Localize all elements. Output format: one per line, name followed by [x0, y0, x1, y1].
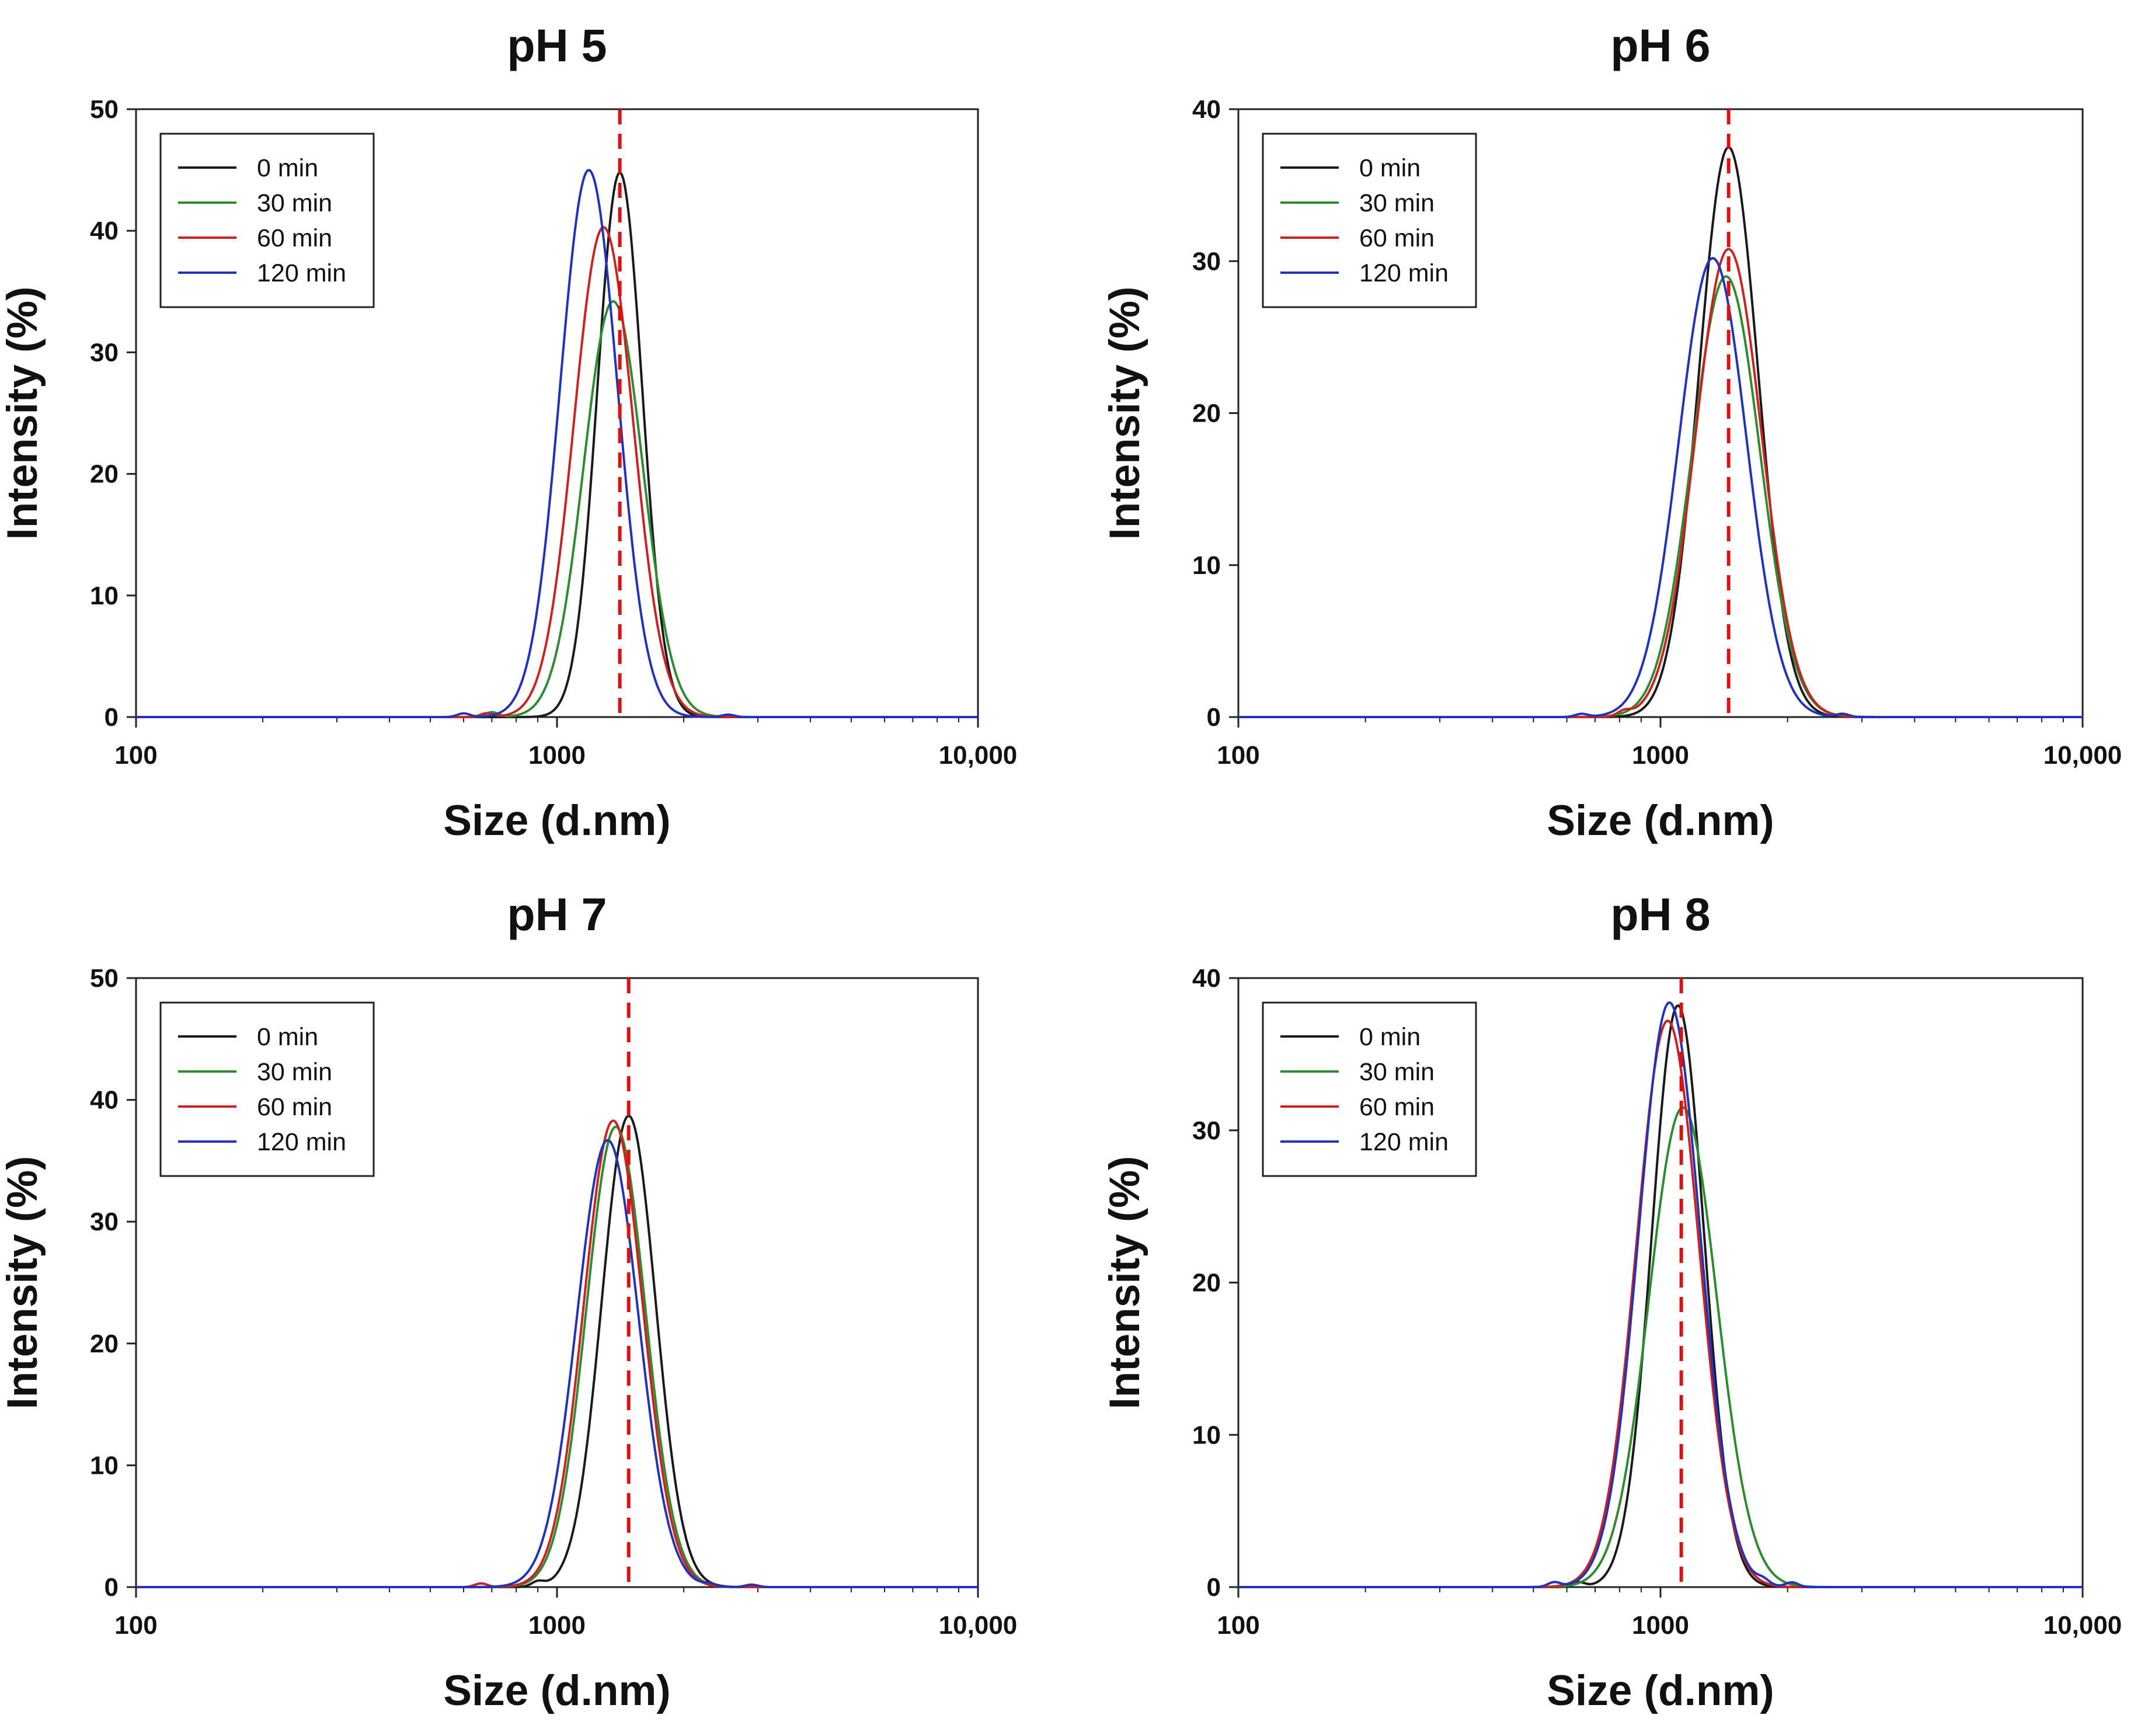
chart-2-x-tick-label: 1000	[1632, 741, 1689, 770]
chart-1-legend-label: 120 min	[257, 259, 346, 287]
chart-1-y-tick-label: 40	[90, 217, 119, 245]
chart-3-y-tick-label: 30	[90, 1208, 119, 1236]
chart-2-legend-label: 30 min	[1359, 189, 1435, 217]
chart-3-x-axis-title: Size (d.nm)	[443, 1667, 670, 1714]
chart-2-x-tick-label: 10,000	[2044, 741, 2122, 770]
chart-1-x-tick-label: 100	[114, 741, 157, 770]
chart-2-y-tick-label: 10	[1192, 551, 1221, 580]
chart-3-legend-label: 30 min	[257, 1058, 332, 1086]
chart-2-x-axis-title: Size (d.nm)	[1547, 797, 1774, 844]
chart-4: pH 8 0 10 20 30 40 100 1000 10,000 Size (d.nm) Int…	[1101, 888, 2122, 1714]
chart-3-series-line-30-min	[136, 1125, 978, 1588]
chart-3-y-tick-label: 50	[90, 964, 119, 993]
chart-3-y-tick-label: 0	[105, 1573, 119, 1602]
chart-3-y-tick-label: 20	[90, 1330, 119, 1358]
chart-1-legend	[159, 133, 375, 308]
chart-2-x-tick-label: 100	[1217, 741, 1259, 770]
chart-1-legend-label: 30 min	[257, 189, 332, 217]
chart-3-x-tick-label: 1000	[528, 1611, 586, 1640]
chart-4-y-tick-label: 0	[1207, 1573, 1221, 1602]
chart-4-legend-label: 30 min	[1359, 1058, 1435, 1086]
chart-3-series-line-60-min	[136, 1119, 978, 1588]
chart-2-y-tick-label: 20	[1192, 399, 1221, 428]
chart-3-x-tick-label: 100	[114, 1611, 157, 1640]
chart-2-y-axis-title: Intensity (%)	[1101, 287, 1148, 540]
chart-4-y-tick-label: 40	[1192, 964, 1221, 993]
chart-1-y-tick-label: 30	[90, 338, 119, 367]
chart-4-title: pH 8	[1610, 888, 1710, 940]
chart-2-legend-label: 60 min	[1359, 224, 1435, 252]
chart-4-y-tick-label: 10	[1192, 1421, 1221, 1449]
chart-4-y-axis-title: Intensity (%)	[1101, 1156, 1148, 1410]
chart-4-x-axis-title: Size (d.nm)	[1547, 1667, 1774, 1714]
chart-2-legend	[1262, 133, 1477, 308]
chart-2-legend-label: 120 min	[1359, 259, 1449, 287]
chart-4-series-line-120-min	[1238, 1001, 2083, 1588]
chart-2-legend-label: 0 min	[1359, 154, 1421, 182]
chart-1-y-tick-label: 50	[90, 95, 119, 124]
chart-1-series-line-30-min	[136, 300, 978, 718]
chart-4-series-line-30-min	[1238, 1106, 2083, 1588]
chart-3-y-axis-title: Intensity (%)	[0, 1156, 46, 1410]
chart-2-y-tick-label: 0	[1207, 703, 1221, 732]
chart-1-legend-label: 0 min	[257, 154, 318, 182]
chart-4-legend	[1262, 1001, 1477, 1177]
chart-3-x-tick-label: 10,000	[939, 1611, 1018, 1640]
chart-4-x-tick-label: 100	[1217, 1611, 1259, 1640]
chart-3-legend-label: 120 min	[257, 1128, 346, 1156]
chart-4-y-tick-label: 20	[1192, 1269, 1221, 1297]
chart-3-legend	[159, 1001, 375, 1177]
chart-2-title: pH 6	[1610, 19, 1710, 71]
chart-3-y-tick-label: 40	[90, 1086, 119, 1115]
chart-1-series-line-120-min	[136, 169, 978, 718]
chart-3: pH 7 0 10 20 30 40 50 100 1000 10,000 Size (d.nm) I…	[0, 888, 1017, 1714]
chart-1-y-tick-label: 10	[90, 582, 119, 610]
chart-1-x-axis-title: Size (d.nm)	[443, 797, 670, 844]
chart-2-series-line-30-min	[1238, 275, 2083, 718]
chart-1-y-tick-label: 0	[105, 703, 119, 732]
chart-4-x-tick-label: 1000	[1632, 1611, 1689, 1640]
chart-3-legend-label: 60 min	[257, 1093, 332, 1121]
chart-1-x-tick-label: 1000	[528, 741, 586, 770]
chart-4-legend-label: 0 min	[1359, 1023, 1421, 1051]
chart-2-series-line-120-min	[1238, 257, 2083, 718]
chart-4-y-tick-label: 30	[1192, 1116, 1221, 1145]
chart-4-legend-label: 60 min	[1359, 1093, 1435, 1121]
chart-1-title: pH 5	[507, 19, 607, 71]
chart-1-y-tick-label: 20	[90, 460, 119, 489]
chart-1-legend-label: 60 min	[257, 224, 332, 252]
chart-3-title: pH 7	[507, 888, 607, 940]
chart-1-y-axis-title: Intensity (%)	[0, 287, 46, 540]
chart-3-y-tick-label: 10	[90, 1451, 119, 1480]
chart-3-series-line-120-min	[136, 1139, 978, 1588]
chart-4-x-tick-label: 10,000	[2044, 1611, 2122, 1640]
chart-1-x-tick-label: 10,000	[939, 741, 1018, 770]
chart-4-legend-label: 120 min	[1359, 1128, 1449, 1156]
chart-2-y-tick-label: 30	[1192, 247, 1221, 276]
chart-1: pH 5 0 10 20 30 40 50 100 1000 10,000 Size (d.nm) I…	[0, 19, 1017, 844]
chart-3-legend-label: 0 min	[257, 1023, 318, 1051]
chart-2-y-tick-label: 40	[1192, 95, 1221, 124]
chart-2: pH 6 0 10 20 30 40 100 1000 10,000 Size (d.nm) Int…	[1101, 19, 2122, 844]
